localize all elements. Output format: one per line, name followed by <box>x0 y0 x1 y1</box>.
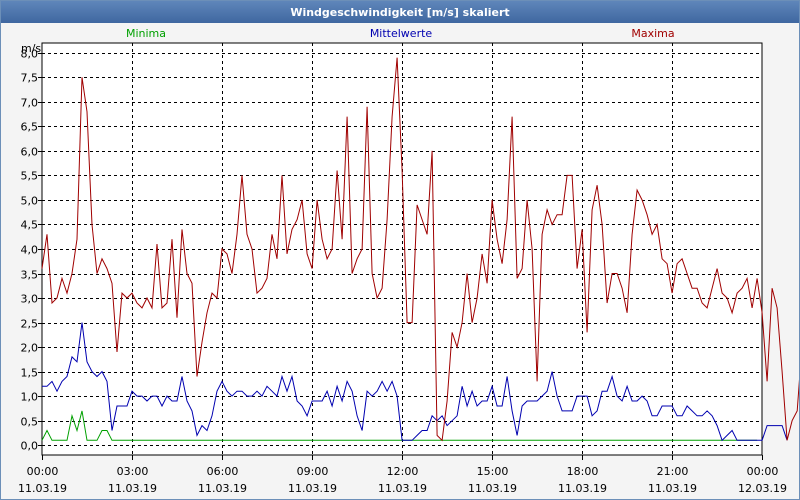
y-tick-label: 2,5 <box>21 318 39 331</box>
y-tick-label: 7,5 <box>21 72 39 85</box>
x-tick-date-label: 11.03.19 <box>108 482 157 495</box>
series-line-minima <box>41 410 758 441</box>
y-tick-label: 6,5 <box>21 121 39 134</box>
window-title: Windgeschwindigkeit [m/s] skaliert <box>1 1 799 23</box>
y-tick-label: 3,0 <box>21 293 39 306</box>
x-tick-date-label: 11.03.19 <box>198 482 247 495</box>
y-tick-label: 4,0 <box>21 244 39 257</box>
x-tick-time-label: 18:00 <box>567 465 599 478</box>
x-tick-time-label: 03:00 <box>117 465 149 478</box>
x-tick-date-label: 11.03.19 <box>558 482 607 495</box>
series-lines <box>41 57 799 442</box>
legend-item-minima: Minima <box>126 27 166 40</box>
series-line-mittelwerte <box>42 322 788 442</box>
x-tick-date-label: 11.03.19 <box>288 482 337 495</box>
y-tick-label: 8,0 <box>21 48 39 61</box>
x-tick-date-label: 12.03.19 <box>738 482 787 495</box>
x-tick-time-label: 09:00 <box>297 465 329 478</box>
legend-item-maxima: Maxima <box>631 27 674 40</box>
y-tick-label: 0,5 <box>21 416 39 429</box>
x-tick-date-label: 11.03.19 <box>468 482 517 495</box>
x-tick-date-label: 11.03.19 <box>18 482 67 495</box>
y-axis: 0,0 0,5 1,0 1,5 2,0 2,5 3,0 3,5 4,0 4,5 5,0 5,5 6,0 6… <box>21 48 42 453</box>
y-tick-label: 7,0 <box>21 97 39 110</box>
x-tick-time-label: 06:00 <box>207 465 239 478</box>
y-tick-label: 6,0 <box>21 146 39 159</box>
y-tick-label: 3,5 <box>21 269 39 282</box>
x-axis: 00:00 11.03.19 03:00 11.03.19 06:00 11.03.19 0… <box>18 455 787 495</box>
x-tick-time-label: 12:00 <box>387 465 419 478</box>
y-tick-label: 0,0 <box>21 440 39 453</box>
y-tick-label: 5,5 <box>21 170 39 183</box>
x-tick-date-label: 11.03.19 <box>648 482 697 495</box>
x-tick-time-label: 00:00 <box>27 465 59 478</box>
legend-item-mittelwerte: Mittelwerte <box>370 27 433 40</box>
y-tick-label: 5,0 <box>21 195 39 208</box>
x-tick-time-label: 00:00 <box>747 465 779 478</box>
y-axis-label: m/s <box>21 42 41 55</box>
wind-speed-chart: 0,0 0,5 1,0 1,5 2,0 2,5 3,0 3,5 4,0 4,5 5,0 5,5 6,0 6… <box>18 27 799 495</box>
y-tick-label: 2,0 <box>21 342 39 355</box>
x-tick-time-label: 15:00 <box>477 465 509 478</box>
x-tick-date-label: 11.03.19 <box>378 482 427 495</box>
legend: Minima Mittelwerte Maxima <box>126 27 675 40</box>
y-tick-label: 1,5 <box>21 367 39 380</box>
y-tick-label: 1,0 <box>21 391 39 404</box>
x-tick-time-label: 21:00 <box>657 465 689 478</box>
series-line-maxima <box>41 57 799 442</box>
y-tick-label: 4,5 <box>21 219 39 232</box>
